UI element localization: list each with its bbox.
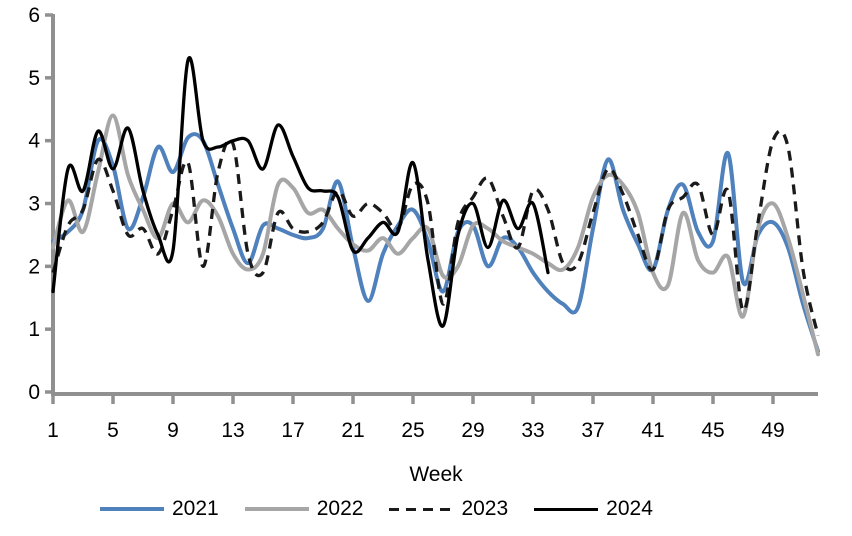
svg-text:3: 3 <box>28 193 40 216</box>
svg-text:41: 41 <box>641 419 664 442</box>
svg-text:13: 13 <box>221 419 244 442</box>
legend-line-2022-icon <box>244 507 309 511</box>
series-line-2021 <box>51 132 820 354</box>
svg-text:1: 1 <box>28 318 40 341</box>
svg-text:0: 0 <box>28 381 40 404</box>
legend-line-2024-icon <box>534 507 599 511</box>
svg-text:6: 6 <box>28 4 40 27</box>
svg-text:5: 5 <box>107 419 119 442</box>
legend-item-2023: 2023 <box>389 497 508 521</box>
svg-text:49: 49 <box>761 419 784 442</box>
legend-label-2021: 2021 <box>172 497 219 520</box>
svg-text:21: 21 <box>341 419 364 442</box>
svg-text:37: 37 <box>581 419 604 442</box>
svg-text:1: 1 <box>47 419 59 442</box>
legend-label-2023: 2023 <box>461 497 509 520</box>
legend-line-2023-icon <box>389 507 454 511</box>
svg-text:2: 2 <box>28 255 40 278</box>
legend-label-2024: 2024 <box>606 497 653 520</box>
svg-text:29: 29 <box>461 419 484 442</box>
svg-text:45: 45 <box>701 419 724 442</box>
legend-item-2021: 2021 <box>100 497 219 521</box>
svg-text:Week: Week <box>409 463 463 486</box>
svg-text:33: 33 <box>521 419 544 442</box>
svg-text:17: 17 <box>281 419 304 442</box>
series-line-2024 <box>51 55 550 328</box>
legend-item-2022: 2022 <box>244 497 364 521</box>
legend-line-2021-icon <box>100 507 164 511</box>
legend-item-2024: 2024 <box>534 497 653 521</box>
chart-legend: 2021 2022 2023 2024 <box>100 497 653 521</box>
svg-text:25: 25 <box>401 419 424 442</box>
series-line-2022 <box>51 113 820 357</box>
svg-text:9: 9 <box>167 419 179 442</box>
svg-text:5: 5 <box>28 67 40 90</box>
svg-text:4: 4 <box>28 130 40 153</box>
series-line-2023 <box>51 129 820 336</box>
legend-label-2022: 2022 <box>316 497 364 520</box>
